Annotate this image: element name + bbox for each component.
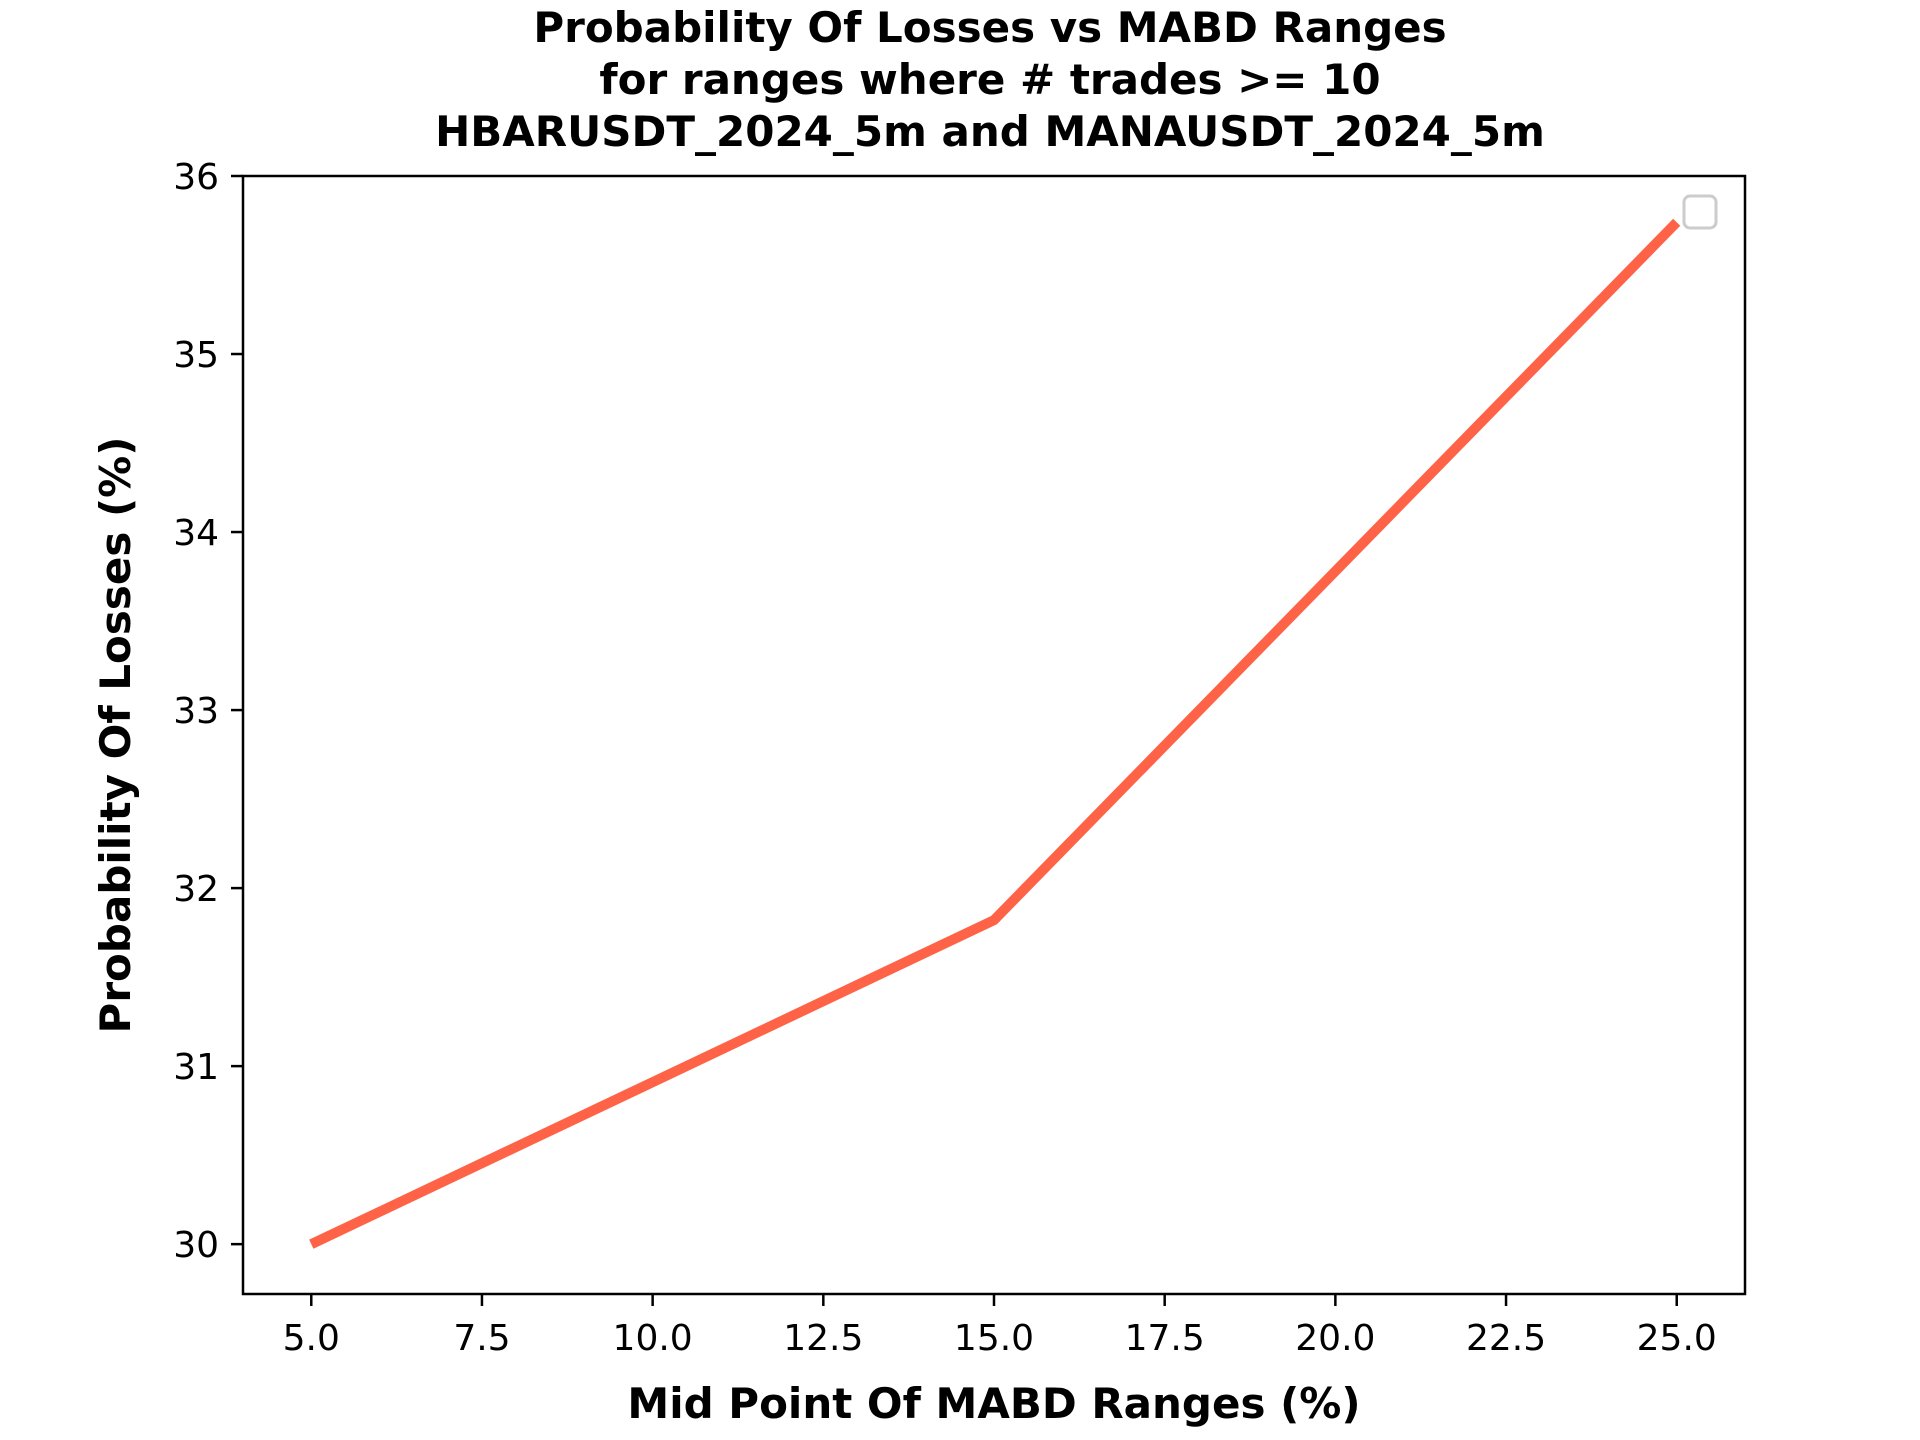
x-axis-label: Mid Point Of MABD Ranges (%) [627,1379,1360,1428]
x-tick-label: 25.0 [1637,1318,1717,1359]
chart-title-line-1: Probability Of Losses vs MABD Ranges [533,3,1446,52]
series-layer [309,218,1681,1249]
x-tick-label: 7.5 [453,1318,510,1359]
x-tick-label: 15.0 [954,1318,1034,1359]
y-axis: 30 31 32 33 34 35 36 [173,157,243,1266]
y-tick-label: 33 [173,691,219,732]
y-tick-label: 31 [173,1047,219,1088]
x-tick-label: 20.0 [1295,1318,1375,1359]
x-tick-label: 17.5 [1125,1318,1205,1359]
x-tick-label: 22.5 [1466,1318,1546,1359]
chart-title: Probability Of Losses vs MABD Ranges for… [435,3,1545,156]
y-tick-label: 35 [173,335,219,376]
y-axis-label: Probability Of Losses (%) [91,437,140,1034]
y-tick-label: 32 [173,869,219,910]
x-axis: 5.0 7.5 10.0 12.5 15.0 17.5 20.0 22.5 25.0 [283,1294,1717,1359]
x-tick-label: 12.5 [783,1318,863,1359]
y-tick-label: 34 [173,513,219,554]
y-tick-label: 30 [173,1225,219,1266]
y-tick-label: 36 [173,157,219,198]
x-tick-label: 10.0 [613,1318,693,1359]
axes-frame [241,174,1747,1296]
x-tick-label: 5.0 [283,1318,340,1359]
series-line-1 [309,218,1681,1249]
legend-box [1682,194,1718,230]
chart-title-line-2: for ranges where # trades >= 10 [599,55,1380,104]
chart-title-line-3: HBARUSDT_2024_5m and MANAUSDT_2024_5m [435,107,1545,156]
plot-area [241,174,1747,1296]
